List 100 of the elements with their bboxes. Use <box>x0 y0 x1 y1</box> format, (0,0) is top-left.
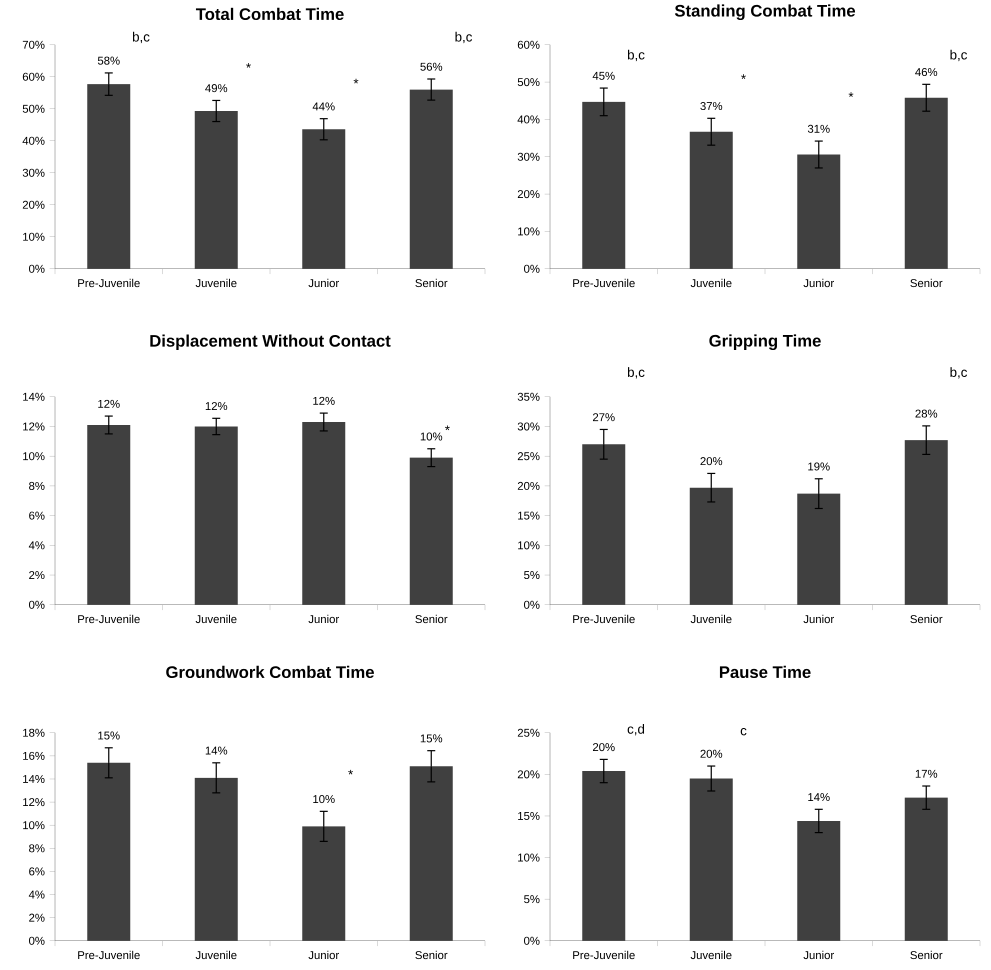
y-tick-label: 10% <box>518 228 540 236</box>
x-tick-label: Junior <box>308 278 339 288</box>
x-tick-label: Juvenile <box>690 950 732 960</box>
y-tick-label: 6% <box>29 868 45 876</box>
data-label: 10% <box>313 795 335 804</box>
x-tick-label: Senior <box>910 950 942 960</box>
y-tick-label: 4% <box>28 541 45 550</box>
bar <box>87 84 130 269</box>
bar <box>904 440 948 605</box>
x-tick-label: Senior <box>910 614 942 624</box>
y-tick-label: 10% <box>23 821 45 830</box>
x-tick-label: Pre-Juvenile <box>78 278 140 288</box>
annotation: c <box>740 728 746 736</box>
annotation: * <box>741 74 746 80</box>
y-tick-label: 30% <box>22 168 45 177</box>
y-tick-label: 14% <box>23 775 45 784</box>
x-tick-label: Juvenile <box>196 278 237 288</box>
bar <box>690 132 733 269</box>
data-label: 14% <box>808 793 830 802</box>
data-label: 10% <box>420 432 442 441</box>
bar <box>582 771 626 941</box>
y-tick-label: 4% <box>28 890 45 899</box>
y-tick-label: 0% <box>29 936 45 945</box>
bar <box>194 426 238 605</box>
y-tick-label: 16% <box>23 752 45 760</box>
y-tick-label: 10% <box>23 452 45 460</box>
chart-title: Pause Time <box>720 666 811 678</box>
y-tick-label: 2% <box>29 571 45 580</box>
x-tick-label: Pre-Juvenile <box>573 950 635 960</box>
bar <box>302 129 346 269</box>
x-tick-label: Senior <box>910 278 942 288</box>
y-tick-label: 5% <box>524 571 540 580</box>
bar <box>302 826 346 941</box>
text: b,c <box>950 367 968 379</box>
bar <box>904 98 948 269</box>
x-tick-label: Junior <box>803 278 834 288</box>
chart-title: Gripping Time <box>709 334 821 350</box>
y-tick-label: 8% <box>29 844 45 852</box>
text: b,c <box>455 32 472 44</box>
y-tick-label: 35% <box>518 392 540 401</box>
y-tick-label: 25% <box>518 728 540 737</box>
bar <box>87 425 130 605</box>
y-tick-label: 50% <box>518 78 540 86</box>
x-tick-label: Senior <box>415 950 448 960</box>
data-label: 28% <box>915 410 938 418</box>
data-label: 44% <box>312 102 335 111</box>
x-tick-label: Pre-Juvenile <box>78 614 140 624</box>
data-label: 17% <box>916 770 938 778</box>
annotation: * <box>354 78 358 84</box>
bar <box>302 422 346 605</box>
bar <box>797 154 840 269</box>
x-tick-label: Juvenile <box>690 614 732 624</box>
bar <box>410 90 453 269</box>
annotation: * <box>246 63 251 68</box>
data-label: 15% <box>420 734 442 743</box>
bar <box>904 798 948 941</box>
x-tick-label: Junior <box>308 950 339 960</box>
y-tick-label: 14% <box>23 392 45 401</box>
x-tick-label: Juvenile <box>690 278 732 288</box>
y-tick-label: 6% <box>29 512 45 520</box>
y-tick-label: 30% <box>518 422 540 431</box>
bar <box>690 778 733 941</box>
annotation: b,c <box>950 50 968 62</box>
bar <box>690 488 733 605</box>
y-tick-label: 20% <box>22 200 45 209</box>
data-label: 58% <box>98 56 120 65</box>
data-label: 19% <box>808 462 830 471</box>
x-tick-label: Juvenile <box>196 950 237 960</box>
bar <box>582 444 626 605</box>
text: b,c <box>132 32 150 44</box>
x-tick-label: Pre-Juvenile <box>573 614 635 624</box>
y-tick-label: 0% <box>29 264 45 273</box>
data-label: 14% <box>206 746 228 755</box>
y-tick-label: 15% <box>518 812 540 820</box>
y-tick-label: 40% <box>22 136 45 145</box>
y-tick-label: 0% <box>524 264 540 273</box>
data-label: 20% <box>592 743 615 752</box>
x-tick-label: Juvenile <box>196 614 237 624</box>
x-tick-label: Junior <box>308 614 339 624</box>
bar <box>797 821 840 941</box>
y-tick-label: 12% <box>23 798 45 806</box>
y-tick-label: 70% <box>22 40 45 49</box>
chart-title: Standing Combat Time <box>674 4 856 20</box>
data-label: 20% <box>700 750 722 758</box>
y-tick-label: 10% <box>518 541 540 550</box>
y-tick-label: 40% <box>518 116 540 124</box>
data-label: 20% <box>700 457 722 466</box>
y-tick-label: 15% <box>518 512 540 520</box>
bar <box>582 102 626 269</box>
y-tick-label: 60% <box>518 40 540 49</box>
y-tick-label: 5% <box>524 895 540 904</box>
x-tick-label: Senior <box>415 278 448 288</box>
annotation: * <box>444 426 450 430</box>
bar <box>797 494 840 605</box>
annotation: c,d <box>628 724 644 736</box>
y-tick-label: 20% <box>518 190 540 198</box>
y-tick-label: 0% <box>29 600 45 609</box>
y-tick-label: 25% <box>518 452 540 460</box>
bar <box>194 111 238 269</box>
chart-title: Displacement Without Contact <box>150 334 391 350</box>
